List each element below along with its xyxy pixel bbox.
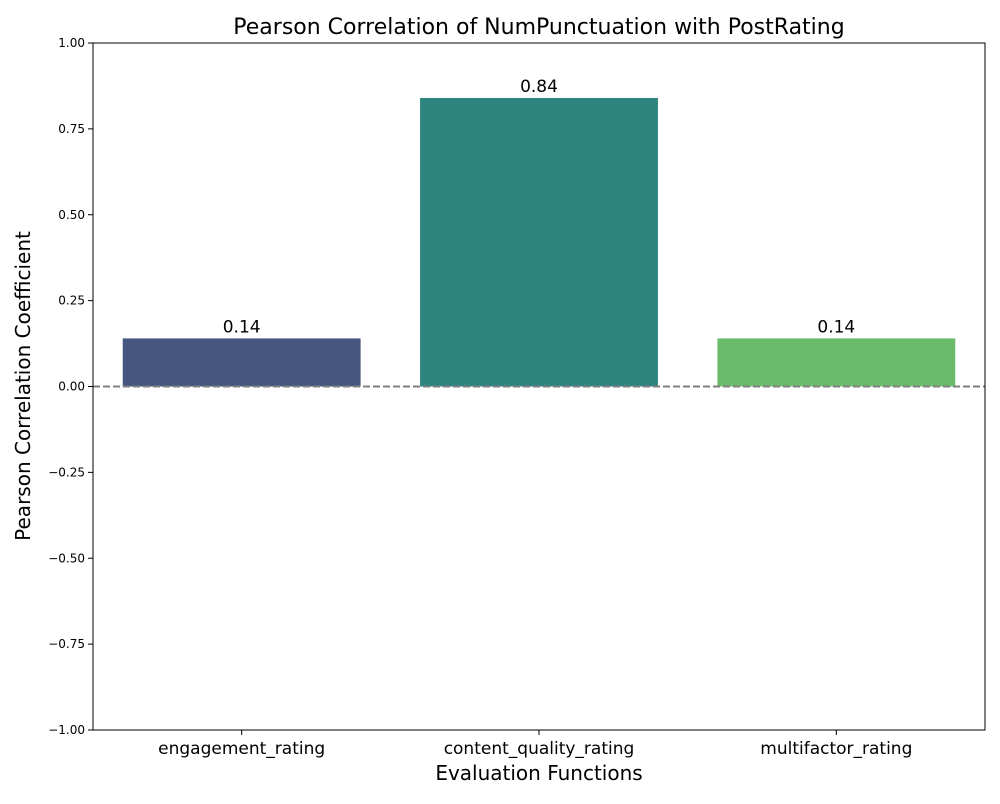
x-tick-label-multifactor_rating: multifactor_rating xyxy=(760,739,912,759)
x-tick-label-content_quality_rating: content_quality_rating xyxy=(444,739,635,759)
y-tick-label: 0.75 xyxy=(58,122,85,136)
bar-engagement_rating xyxy=(122,338,361,387)
bar-multifactor_rating xyxy=(717,338,956,387)
bars-layer xyxy=(122,97,956,387)
y-tick-label: −0.25 xyxy=(48,465,85,479)
x-axis-ticks: engagement_rating content_quality_rating m… xyxy=(158,730,912,759)
y-axis-label: Pearson Correlation Coefficient xyxy=(11,231,35,541)
y-tick-label: −0.50 xyxy=(48,551,85,565)
x-axis-label: Evaluation Functions xyxy=(435,761,642,785)
bar-content_quality_rating xyxy=(420,97,658,387)
data-label-engagement_rating: 0.14 xyxy=(223,317,261,337)
x-tick-label-engagement_rating: engagement_rating xyxy=(158,739,325,759)
y-tick-label: −0.75 xyxy=(48,637,85,651)
y-axis-ticks: −1.00 −0.75 −0.50 −0.25 0.00 0.25 0.50 0.75 1.00 xyxy=(48,36,93,737)
data-labels: 0.14 0.84 0.14 xyxy=(223,77,856,337)
data-label-multifactor_rating: 0.14 xyxy=(817,317,855,337)
y-tick-label: 1.00 xyxy=(58,36,85,50)
chart-title: Pearson Correlation of NumPunctuation wi… xyxy=(233,15,844,40)
y-tick-label: 0.50 xyxy=(58,208,85,222)
y-tick-label: 0.00 xyxy=(58,380,85,394)
y-tick-label: −1.00 xyxy=(48,723,85,737)
data-label-content_quality_rating: 0.84 xyxy=(520,77,558,97)
y-tick-label: 0.25 xyxy=(58,294,85,308)
